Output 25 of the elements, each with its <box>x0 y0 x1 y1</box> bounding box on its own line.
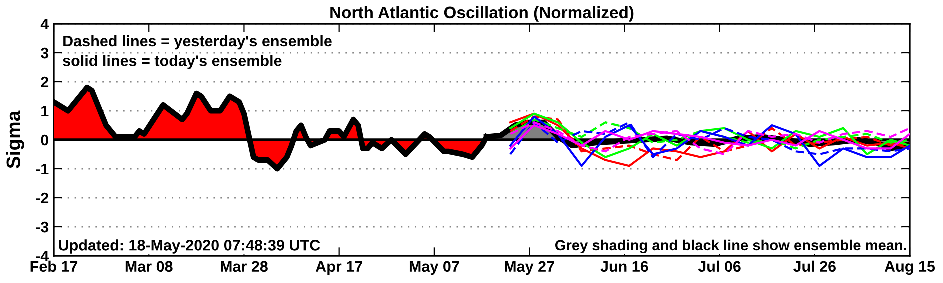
y-tick-label: 0 <box>41 134 49 146</box>
x-tick-label: Jul 26 <box>793 260 836 272</box>
y-tick-label: -4 <box>36 251 50 262</box>
annotation: Grey shading and black line show ensemble mean. <box>556 240 906 254</box>
x-tick-label: Aug 15 <box>884 261 936 276</box>
y-tick-label: 3 <box>40 48 49 59</box>
y-tick-label: 4 <box>40 19 50 30</box>
x-tick-label: Feb 17 <box>30 260 78 272</box>
x-tick-label: Apr 17 <box>316 261 362 276</box>
y-tick-label: -1 <box>36 164 49 175</box>
y-tick-label: 2 <box>41 76 49 88</box>
x-tick-label: May 27 <box>505 261 554 276</box>
x-tick-label: Mar 08 <box>126 261 173 272</box>
annotation: Dashed lines = yesterday's ensemble <box>64 35 332 50</box>
chart-title: North Atlantic Oscillation (Normalized) <box>330 6 634 22</box>
x-tick-label: Jun 16 <box>600 261 648 272</box>
y-tick-label: -3 <box>36 222 49 233</box>
x-tick-label: Jul 06 <box>698 260 741 272</box>
y-axis-title: Sigma <box>6 110 24 169</box>
annotation: solid lines = today's ensemble <box>63 55 282 70</box>
annotation: Updated: 18-May-2020 07:48:39 UTC <box>59 240 320 254</box>
x-tick-label: Mar 28 <box>221 261 268 272</box>
y-tick-label: -2 <box>36 192 49 204</box>
y-tick-label: 1 <box>42 106 49 117</box>
x-tick-label: May 07 <box>410 261 460 276</box>
